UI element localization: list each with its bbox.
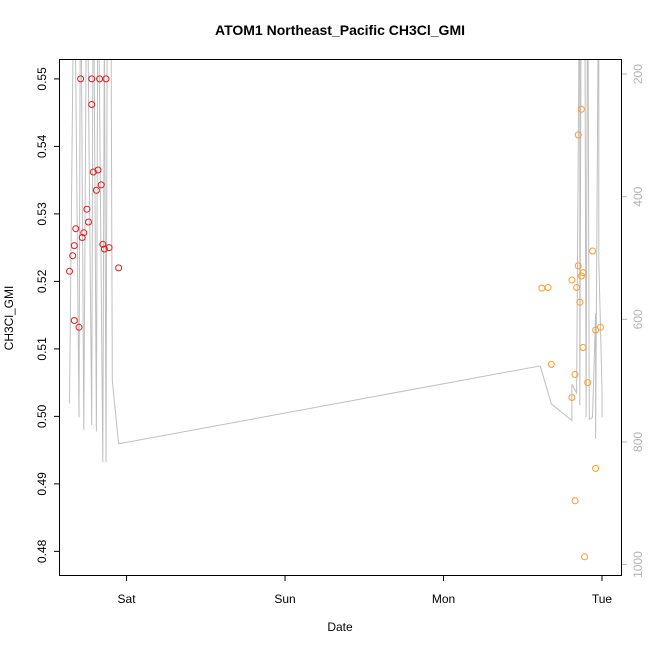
data-point xyxy=(66,267,73,275)
data-point xyxy=(576,298,584,306)
plot-frame xyxy=(59,59,622,576)
right-axis: 200 400 600 800 1000 xyxy=(621,64,645,578)
data-point xyxy=(574,262,582,270)
data-point xyxy=(581,553,589,561)
data-point xyxy=(69,252,77,260)
y-axis-tick-label: 0.50 xyxy=(35,404,49,428)
data-point xyxy=(577,105,585,113)
data-point xyxy=(573,284,581,291)
data-point xyxy=(72,225,80,233)
data-point xyxy=(568,276,576,284)
points-layer xyxy=(66,75,604,561)
data-point xyxy=(85,218,92,226)
x-axis-tick-label: Sat xyxy=(118,592,137,606)
y-axis-tick-label: 0.52 xyxy=(35,269,49,293)
y-axis-tick-label: 0.54 xyxy=(35,134,49,158)
data-point xyxy=(75,323,83,331)
data-point xyxy=(89,168,97,176)
y-axis-tick-label: 0.51 xyxy=(35,337,49,361)
data-point xyxy=(584,379,592,387)
data-point xyxy=(596,323,604,331)
data-point xyxy=(568,394,576,401)
x-axis-tick-label: Mon xyxy=(432,592,455,606)
right-axis-tick-label: 600 xyxy=(631,309,645,329)
chart-title: ATOM1 Northeast_Pacific CH3Cl_GMI xyxy=(215,22,465,38)
x-axis: Sat Sun Mon Tue xyxy=(118,575,613,606)
data-point xyxy=(97,181,105,189)
y-axis-tick-label: 0.48 xyxy=(35,539,49,563)
right-axis-tick-label: 800 xyxy=(631,432,645,452)
y-axis-label: CH3Cl_GMI xyxy=(2,286,16,351)
data-point xyxy=(547,360,555,368)
altitude-line xyxy=(69,60,603,463)
data-point xyxy=(577,272,585,280)
data-point xyxy=(99,240,107,248)
altitude-series xyxy=(69,60,603,463)
data-point xyxy=(592,464,600,472)
x-axis-tick-label: Tue xyxy=(592,592,613,606)
y-axis-tick-label: 0.55 xyxy=(35,67,49,91)
data-point xyxy=(70,242,78,250)
data-point xyxy=(92,186,100,194)
y-axis: 0.48 0.49 0.50 0.51 0.52 0.53 0.54 0.55 xyxy=(35,67,60,563)
x-axis-label: Date xyxy=(327,620,353,634)
data-point xyxy=(115,264,123,272)
data-point xyxy=(78,234,86,241)
data-point xyxy=(88,101,96,108)
y-axis-tick-label: 0.53 xyxy=(35,202,49,226)
data-point xyxy=(579,344,587,351)
data-point xyxy=(77,75,85,83)
data-point xyxy=(70,317,78,324)
data-point xyxy=(571,497,579,505)
right-axis-tick-label: 200 xyxy=(631,64,645,84)
data-point xyxy=(88,75,96,83)
data-point xyxy=(544,284,552,291)
data-point xyxy=(538,284,546,292)
data-point xyxy=(571,371,579,378)
data-point xyxy=(105,244,113,252)
data-point xyxy=(589,247,596,255)
data-point xyxy=(100,245,108,253)
data-point xyxy=(102,75,110,83)
data-point xyxy=(579,269,587,277)
data-point xyxy=(94,166,102,174)
right-axis-tick-label: 1000 xyxy=(631,551,645,578)
right-axis-tick-label: 400 xyxy=(631,186,645,206)
data-point xyxy=(80,229,88,237)
data-point xyxy=(574,131,582,139)
data-point xyxy=(83,205,91,213)
y-axis-tick-label: 0.49 xyxy=(35,472,49,496)
x-axis-tick-label: Sun xyxy=(274,592,295,606)
